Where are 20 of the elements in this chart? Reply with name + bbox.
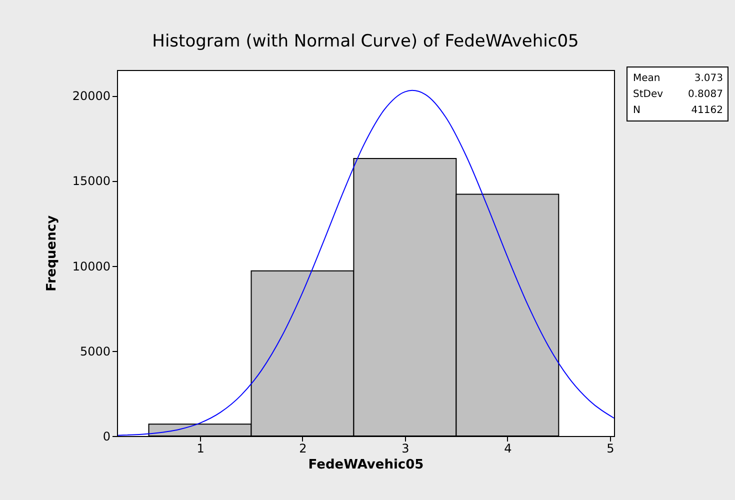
text: StDev [633,89,664,100]
y-tick-label: 15000 [72,174,110,188]
y-axis-title: Frequency [44,214,60,292]
y-tick-label: 20000 [72,89,110,104]
x-tick-label: 5 [606,442,614,456]
x-tick-label: 1 [196,442,204,456]
y-tick-label: 10000 [72,259,110,274]
text: 41162 [691,105,723,116]
y-tick-label: 5000 [80,344,110,358]
y-tick-label: 0 [102,430,110,444]
text: 0.8087 [688,89,723,100]
text: N [633,105,640,116]
x-tick-label: 2 [299,442,307,456]
x-axis-title: FedeWAvehic05 [308,458,424,472]
text: Mean [633,73,660,84]
chart-title: Histogram (with Normal Curve) of FedeWAvehic05 [152,32,579,52]
line-series [118,90,614,436]
x-tick-label: 4 [504,442,512,456]
text: 3.073 [694,73,723,84]
x-tick-label: 3 [402,442,410,456]
